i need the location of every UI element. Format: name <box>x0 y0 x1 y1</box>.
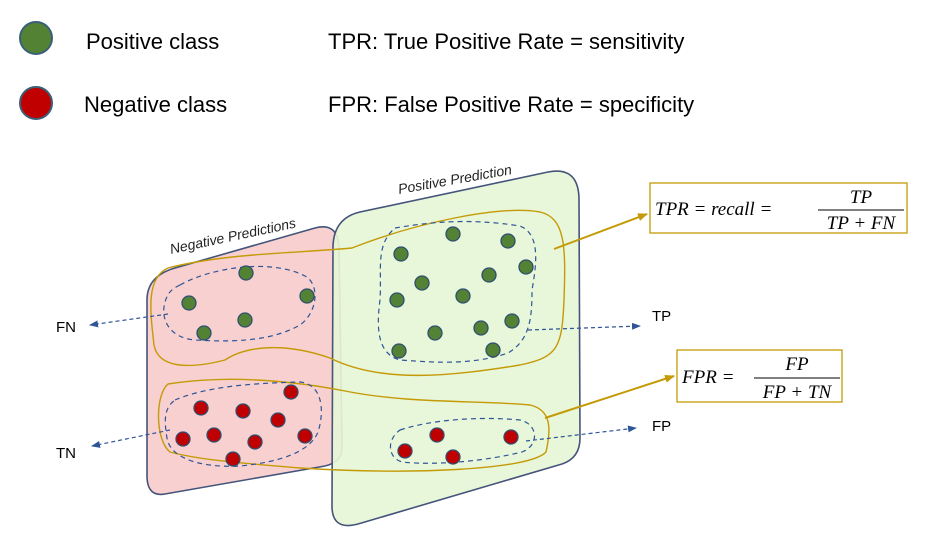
tp-point <box>455 288 471 304</box>
tp-point <box>481 267 497 283</box>
tpr-formula-denominator: TP + FN <box>827 213 897 234</box>
actual-negative-boundary <box>157 378 550 472</box>
fpr-formula-denominator: FP + TN <box>762 382 833 403</box>
tn-point <box>247 434 263 450</box>
fpr-formula-numerator: FP <box>784 354 809 375</box>
positive-class-label: Positive class <box>86 29 219 54</box>
tp-label: TP <box>652 308 671 325</box>
fn-point <box>181 295 197 311</box>
tp-point <box>414 275 430 291</box>
fn-label: FN <box>56 319 76 336</box>
fpr-formula-lhs: FPR = <box>681 367 734 388</box>
tp-point <box>393 246 409 262</box>
tn-point <box>193 400 209 416</box>
tp-point <box>500 233 516 249</box>
actual-positive-boundary <box>150 209 566 377</box>
tpr-formula-numerator: TP <box>850 187 873 208</box>
tp-point <box>391 343 407 359</box>
fpr-formula: FPR = FP FP + TN <box>676 349 843 403</box>
tn-points <box>175 384 313 467</box>
fn-point <box>299 288 315 304</box>
tpr-formula: TPR = recall = TP TP + FN <box>649 182 908 234</box>
tpr-definition: TPR: True Positive Rate = sensitivity <box>328 29 684 54</box>
fpr-arrow <box>544 374 675 419</box>
tn-point <box>225 451 241 467</box>
tp-point <box>427 325 443 341</box>
tp-point <box>518 259 534 275</box>
tpr-formula-box <box>649 182 908 234</box>
fpr-definition: FPR: False Positive Rate = specificity <box>328 92 694 117</box>
tn-point <box>270 412 286 428</box>
tp-point <box>485 342 501 358</box>
tp-point <box>504 313 520 329</box>
tn-point <box>175 431 191 447</box>
tp-point <box>473 320 489 336</box>
tn-label: TN <box>56 445 76 462</box>
fpr-formula-box <box>676 349 843 403</box>
fp-point <box>503 429 519 445</box>
fp-point <box>397 443 413 459</box>
tp-cluster-outline <box>377 220 537 363</box>
tn-cluster-outline <box>164 381 322 467</box>
tn-point <box>235 403 251 419</box>
fp-cluster-outline <box>389 417 536 464</box>
fp-label: FP <box>652 418 671 435</box>
fn-cluster-outline <box>163 265 316 342</box>
fp-point <box>445 449 461 465</box>
tp-point <box>389 292 405 308</box>
fn-points <box>181 265 315 341</box>
positive-class-swatch <box>19 21 53 55</box>
tn-point <box>297 428 313 444</box>
tp-points <box>389 226 534 359</box>
legend: Positive class Negative class TPR: True … <box>19 21 694 120</box>
tpr-formula-lhs: TPR = recall = <box>655 199 772 220</box>
fp-point <box>429 427 445 443</box>
tpr-arrow <box>553 213 648 250</box>
tp-arrow <box>527 322 641 331</box>
fn-point <box>238 265 254 281</box>
tn-point <box>283 384 299 400</box>
tn-point <box>206 427 222 443</box>
tp-point <box>445 226 461 242</box>
fn-arrow <box>89 313 169 328</box>
fn-point <box>196 325 212 341</box>
negative-class-label: Negative class <box>84 92 227 117</box>
fn-point <box>237 312 253 328</box>
tn-arrow <box>91 429 171 448</box>
positive-prediction-region <box>331 170 581 527</box>
fp-points <box>397 427 519 465</box>
fp-arrow <box>525 425 637 442</box>
negative-class-swatch <box>19 86 53 120</box>
